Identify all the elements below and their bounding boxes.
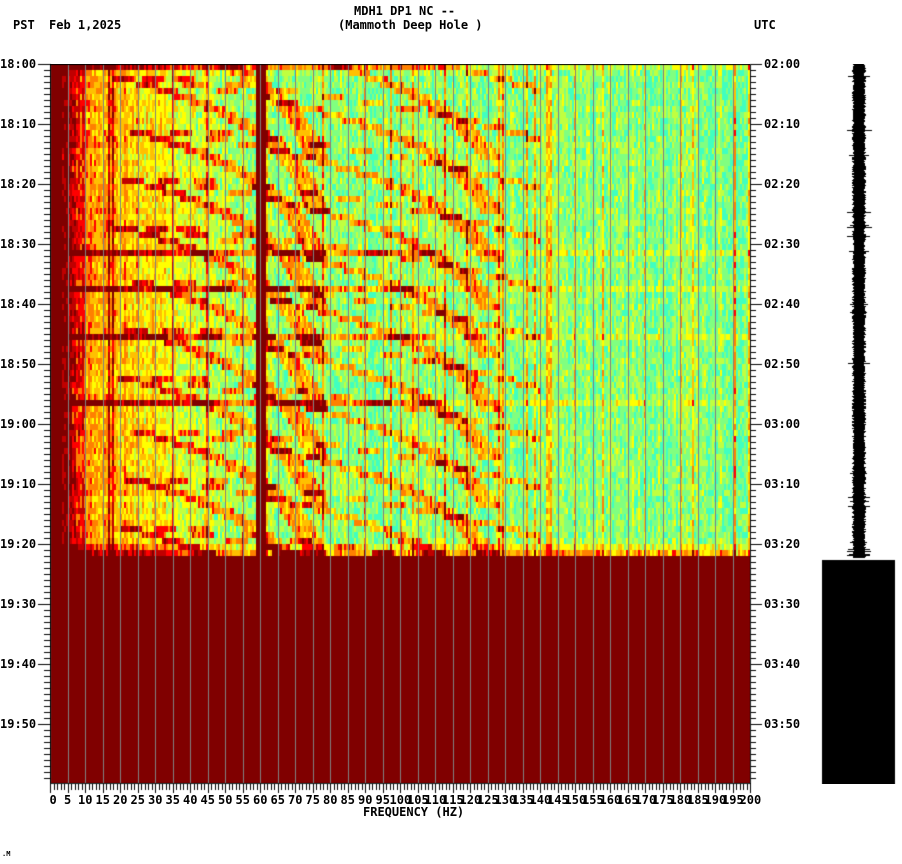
frequency-tick-label: 75 <box>305 793 320 807</box>
right-time-label: 03:00 <box>764 417 801 431</box>
frequency-tick-label: 105 <box>407 793 429 807</box>
frequency-tick-label: 90 <box>358 793 373 807</box>
right-time-label: 02:20 <box>764 177 801 191</box>
x-axis-title: FREQUENCY (HZ) <box>363 805 465 819</box>
right-time-label: 02:10 <box>764 117 801 131</box>
spectrogram-plot <box>50 64 750 783</box>
station-title: MDH1 DP1 NC -- <box>354 4 456 18</box>
frequency-tick-label: 130 <box>494 793 517 807</box>
left-time-label: 19:20 <box>0 537 37 551</box>
frequency-tick-label: 165 <box>617 793 639 807</box>
left-time-label: 19:00 <box>0 417 37 431</box>
left-time-label: 19:10 <box>0 477 37 491</box>
right-time-label: 02:00 <box>764 57 801 71</box>
right-time-label: 03:10 <box>764 477 801 491</box>
frequency-tick-label: 150 <box>564 793 587 807</box>
left-time-label: 18:30 <box>0 237 37 251</box>
station-name: (Mammoth Deep Hole ) <box>338 18 483 32</box>
footer-mark: .M <box>2 850 11 858</box>
frequency-tick-label: 110 <box>424 793 447 807</box>
frequency-tick-label: 140 <box>529 793 552 807</box>
date-label: Feb 1,2025 <box>49 18 122 32</box>
frequency-tick-label: 195 <box>722 793 744 807</box>
left-timezone-label: PST <box>13 18 35 32</box>
frequency-tick-label: 155 <box>582 793 604 807</box>
left-time-label: 18:20 <box>0 177 37 191</box>
frequency-tick-label: 200 <box>739 793 762 807</box>
frequency-tick-label: 30 <box>148 793 163 807</box>
frequency-tick-label: 175 <box>652 793 674 807</box>
frequency-tick-label: 10 <box>78 793 93 807</box>
right-time-label: 03:40 <box>764 657 801 671</box>
frequency-tick-label: 45 <box>200 793 215 807</box>
right-time-label: 02:30 <box>764 237 801 251</box>
frequency-tick-label: 95 <box>375 793 390 807</box>
frequency-tick-label: 80 <box>323 793 338 807</box>
left-time-label: 18:40 <box>0 297 37 311</box>
left-time-label: 18:10 <box>0 117 37 131</box>
frequency-tick-label: 35 <box>165 793 180 807</box>
right-time-label: 02:40 <box>764 297 801 311</box>
frequency-tick-label: 50 <box>218 793 233 807</box>
right-timezone-label: UTC <box>754 18 776 32</box>
left-time-label: 18:00 <box>0 57 37 71</box>
left-time-label: 18:50 <box>0 357 37 371</box>
seismogram-trace <box>820 64 900 784</box>
right-time-label: 03:20 <box>764 537 801 551</box>
frequency-tick-label: 5 <box>64 793 72 807</box>
frequency-tick-label: 70 <box>288 793 303 807</box>
frequency-tick-label: 115 <box>442 793 464 807</box>
left-time-label: 19:30 <box>0 597 37 611</box>
frequency-tick-label: 100 <box>389 793 412 807</box>
frequency-tick-label: 185 <box>687 793 709 807</box>
frequency-tick-label: 160 <box>599 793 622 807</box>
frequency-tick-label: 60 <box>253 793 268 807</box>
right-time-label: 03:30 <box>764 597 801 611</box>
frequency-tick-label: 25 <box>130 793 145 807</box>
frequency-tick-label: 145 <box>547 793 569 807</box>
frequency-tick-label: 180 <box>669 793 692 807</box>
frequency-tick-label: 0 <box>49 793 57 807</box>
frequency-tick-label: 135 <box>512 793 534 807</box>
right-time-label: 02:50 <box>764 357 801 371</box>
frequency-tick-label: 15 <box>95 793 110 807</box>
frequency-tick-label: 125 <box>477 793 499 807</box>
frequency-tick-label: 190 <box>704 793 727 807</box>
left-time-label: 19:40 <box>0 657 37 671</box>
frequency-tick-label: 20 <box>113 793 128 807</box>
frequency-tick-label: 40 <box>183 793 198 807</box>
frequency-tick-label: 85 <box>340 793 355 807</box>
left-time-label: 19:50 <box>0 717 37 731</box>
right-time-label: 03:50 <box>764 717 801 731</box>
frequency-tick-label: 170 <box>634 793 657 807</box>
frequency-tick-label: 55 <box>235 793 250 807</box>
frequency-tick-label: 65 <box>270 793 285 807</box>
frequency-tick-label: 120 <box>459 793 482 807</box>
